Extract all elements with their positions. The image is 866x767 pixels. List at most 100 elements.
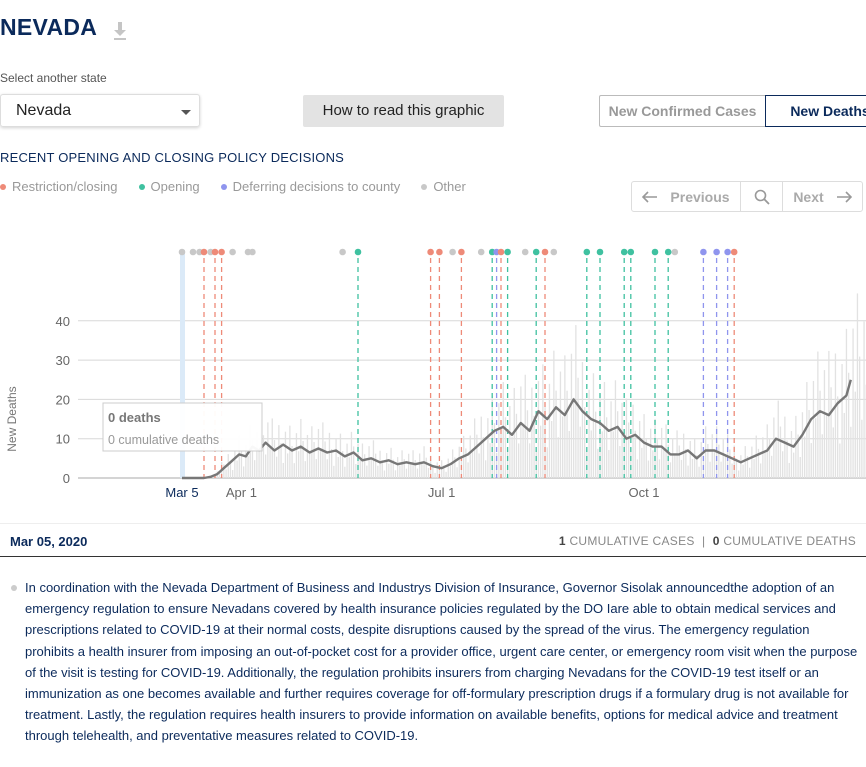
daily-bar [238,435,240,478]
daily-bar [287,453,289,478]
policy-marker-dot [436,248,443,256]
cumulative-deaths-label: CUMULATIVE DEATHS [719,534,856,548]
daily-bar [302,440,304,478]
county-dot-icon [220,183,227,190]
daily-bar [768,438,771,478]
state-select[interactable]: Nevada [0,94,200,127]
daily-bar [317,428,320,478]
daily-bar [636,459,639,478]
daily-bar [753,459,755,478]
policy-marker-dot [651,248,659,256]
daily-bar [815,418,817,478]
daily-bar [586,449,588,478]
cumulative-cases-value: 1 [558,534,566,548]
daily-bar [379,450,381,478]
daily-bar [390,447,392,478]
new-cases-toggle[interactable]: New Confirmed Cases [599,95,765,127]
policy-marker-dot [477,248,485,256]
daily-bar [779,426,782,478]
legend-item-other: Other [421,179,466,194]
daily-bar [588,389,590,478]
daily-bar [282,462,284,478]
daily-bar [291,445,293,478]
daily-bar [760,463,762,478]
daily-bar [797,434,799,478]
daily-bar [647,460,650,478]
policy-marker-dot [521,248,529,256]
policy-marker-dot [671,248,679,256]
new-deaths-toggle[interactable]: New Deaths [765,95,866,127]
daily-bar [837,396,839,478]
daily-bar [773,417,775,478]
daily-bar [478,453,480,478]
daily-bar [788,462,790,478]
daily-bar [782,451,784,478]
daily-bar [546,447,548,478]
date-info-bar: Mar 05, 2020 1 CUMULATIVE CASES | 0 CUMU… [0,523,866,557]
daily-bar [491,396,493,478]
policy-marker-dot [189,248,197,256]
daily-bar [606,417,608,478]
next-button[interactable]: Next [783,182,862,211]
cumulative-cases-label: CUMULATIVE CASES [565,534,695,548]
daily-bar [267,422,269,478]
restriction-dot-icon [0,183,6,190]
legend-label: Restriction/closing [12,179,118,194]
daily-bar [414,460,416,478]
other-dot-icon [421,183,428,190]
daily-bar [762,437,764,478]
daily-bar [672,438,674,478]
daily-bar [507,450,509,478]
daily-bar [467,462,469,478]
daily-bar [854,391,856,478]
average-line [182,379,852,480]
daily-bar [784,416,786,478]
daily-bar [399,465,401,478]
daily-bar [240,451,243,478]
daily-bar [746,456,749,478]
daily-bar [707,444,709,478]
daily-bar [469,435,471,478]
daily-bar [683,433,685,478]
download-icon[interactable] [111,20,129,42]
y-tick-label: 0 [63,471,70,486]
daily-bar [859,356,861,478]
daily-bar [843,412,845,478]
policy-marker-dot [664,248,672,256]
search-button[interactable] [741,182,783,211]
daily-bar [687,465,689,478]
daily-bar [801,412,804,478]
daily-bar [482,437,485,478]
search-icon [754,189,770,205]
policy-description: In coordination with the Nevada Departme… [25,580,858,744]
daily-bar [709,461,711,478]
daily-bar [337,456,339,478]
daily-bar [738,470,740,478]
policy-marker-dot [218,248,225,256]
tooltip-box [102,402,263,452]
daily-bar [405,468,408,478]
daily-bar [533,415,535,478]
daily-bar [368,446,370,478]
daily-bar [254,460,256,478]
daily-bar [610,401,612,478]
daily-bar [366,465,368,478]
daily-bar [599,394,601,478]
daily-bar [689,440,691,478]
daily-bar [227,454,229,478]
daily-bar [500,433,502,478]
daily-bar [608,450,610,478]
daily-bar [309,453,311,478]
previous-button[interactable]: Previous [632,182,741,211]
daily-bar [300,418,302,478]
daily-bar [863,321,865,478]
daily-bar [819,390,821,478]
cumulative-stats: 1 CUMULATIVE CASES | 0 CUMULATIVE DEATHS [559,534,856,548]
daily-bar [280,443,282,478]
daily-bar [397,457,399,478]
daily-bar [643,414,645,478]
daily-bar [498,403,500,478]
daily-bar [324,441,326,478]
how-to-read-button[interactable]: How to read this graphic [303,95,504,127]
legend-label: Opening [150,179,200,194]
